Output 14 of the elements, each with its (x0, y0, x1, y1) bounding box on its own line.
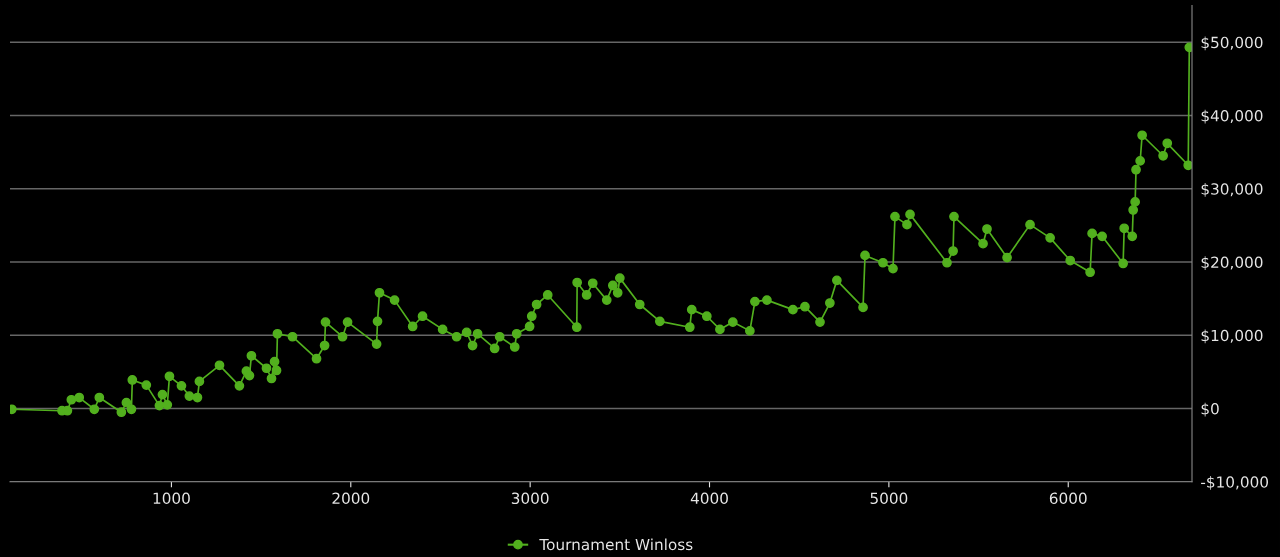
legend-label: Tournament Winloss (539, 538, 693, 551)
y-tick-label: $40,000 (1201, 109, 1263, 124)
y-tick-label: $20,000 (1201, 256, 1263, 271)
x-tick-label: 2000 (332, 492, 370, 505)
x-tick-label: 5000 (870, 492, 908, 505)
x-tick-label: 4000 (690, 492, 728, 505)
y-tick-label: $30,000 (1201, 182, 1263, 197)
y-tick-label: $10,000 (1201, 329, 1263, 344)
y-tick-label: -$10,000 (1201, 476, 1269, 490)
x-tick-label: 1000 (153, 492, 190, 505)
y-tick-label: $0 (1201, 402, 1219, 417)
x-tick-label: 6000 (1049, 492, 1087, 505)
x-tick-label: 3000 (511, 492, 549, 505)
y-tick-label: $50,000 (1201, 36, 1263, 51)
